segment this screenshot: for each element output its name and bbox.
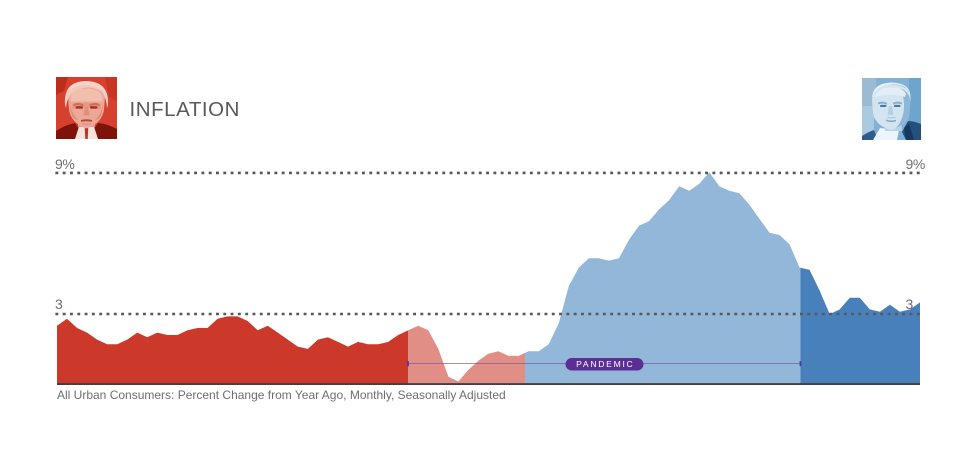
svg-text:PANDEMIC: PANDEMIC [576,359,634,369]
